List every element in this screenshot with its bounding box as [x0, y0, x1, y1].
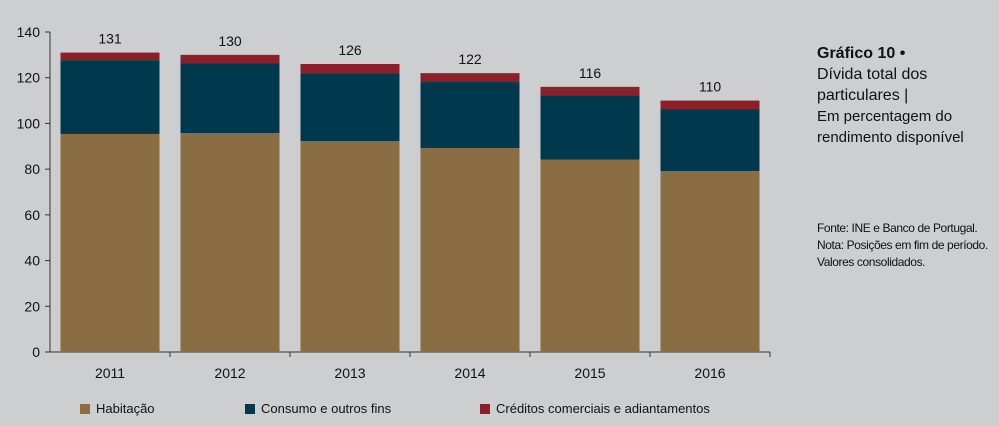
- legend-item: Créditos comerciais e adiantamentos: [480, 401, 710, 416]
- bar-segment-habita-o: [300, 141, 400, 352]
- y-tick-label: 100: [17, 115, 41, 131]
- legend-label: Consumo e outros fins: [261, 401, 392, 416]
- bar-segment-habita-o: [420, 148, 520, 352]
- bar-segment-consumo-e-outros-fins: [300, 73, 400, 142]
- x-tick-label: 2016: [694, 365, 725, 381]
- total-label: 126: [338, 42, 362, 58]
- y-tick-label: 140: [17, 24, 41, 40]
- bar-segment-habita-o: [60, 133, 160, 352]
- source-note: Fonte: INE e Banco de Portugal.: [817, 221, 978, 235]
- total-label: 130: [218, 33, 242, 49]
- legend-label: Créditos comerciais e adiantamentos: [496, 401, 710, 416]
- period-note: Nota: Posições em fim de período. Valore…: [817, 238, 988, 269]
- legend-item: Consumo e outros fins: [245, 401, 391, 416]
- separator: |: [904, 87, 909, 104]
- x-tick-label: 2013: [334, 365, 365, 381]
- bar-segment-consumo-e-outros-fins: [660, 109, 760, 171]
- bar-segment-cr-ditos-comerciais-e-adiantamentos: [660, 100, 760, 110]
- bar-segment-consumo-e-outros-fins: [180, 63, 280, 134]
- y-tick-label: 0: [32, 344, 40, 360]
- bar-segment-cr-ditos-comerciais-e-adiantamentos: [180, 54, 280, 64]
- bar-segment-habita-o: [540, 159, 640, 352]
- legend-swatch: [480, 403, 490, 414]
- x-tick-label: 2015: [574, 365, 605, 381]
- stacked-bar-chart: 0 20 40 60 80 100 120 140 131 2011 130 2012 126 2013 1…: [17, 24, 771, 381]
- bar-segment-cr-ditos-comerciais-e-adiantamentos: [540, 86, 640, 96]
- y-tick-label: 40: [24, 253, 40, 269]
- legend-label: Habitação: [96, 401, 155, 416]
- x-tick-label: 2012: [214, 365, 245, 381]
- legend-item: Habitação: [80, 401, 155, 416]
- bar-segment-consumo-e-outros-fins: [60, 60, 160, 134]
- x-tick-label: 2011: [95, 365, 125, 381]
- bar-segment-habita-o: [180, 133, 280, 352]
- y-tick-label: 80: [24, 161, 40, 177]
- bar-segment-cr-ditos-comerciais-e-adiantamentos: [420, 73, 520, 83]
- chart-subtitle: Em percentagem do rendimento disponível: [817, 108, 964, 146]
- chart-main-title: Dívida total dos particulares: [817, 66, 928, 104]
- y-tick-label: 20: [24, 298, 40, 314]
- bar-segment-habita-o: [660, 170, 760, 352]
- chart-title: Gráfico 10 • Dívida total dos particular…: [817, 44, 997, 148]
- total-label: 116: [579, 65, 602, 81]
- total-label: 122: [458, 51, 482, 67]
- x-tick-label: 2014: [454, 365, 485, 381]
- bar-segment-cr-ditos-comerciais-e-adiantamentos: [60, 52, 160, 61]
- bullet: •: [899, 45, 906, 62]
- legend-swatch: [80, 403, 90, 414]
- y-tick-label: 60: [24, 207, 40, 223]
- chart-notes: Fonte: INE e Banco de Portugal. Nota: Po…: [817, 220, 997, 271]
- total-label: 131: [98, 31, 122, 47]
- legend-swatch: [245, 403, 255, 414]
- total-label: 110: [699, 79, 722, 95]
- bar-segment-cr-ditos-comerciais-e-adiantamentos: [300, 64, 400, 74]
- chart-number: Gráfico 10: [817, 45, 896, 62]
- bar-segment-consumo-e-outros-fins: [420, 82, 520, 149]
- y-tick-label: 120: [17, 70, 41, 86]
- bar-segment-consumo-e-outros-fins: [540, 95, 640, 160]
